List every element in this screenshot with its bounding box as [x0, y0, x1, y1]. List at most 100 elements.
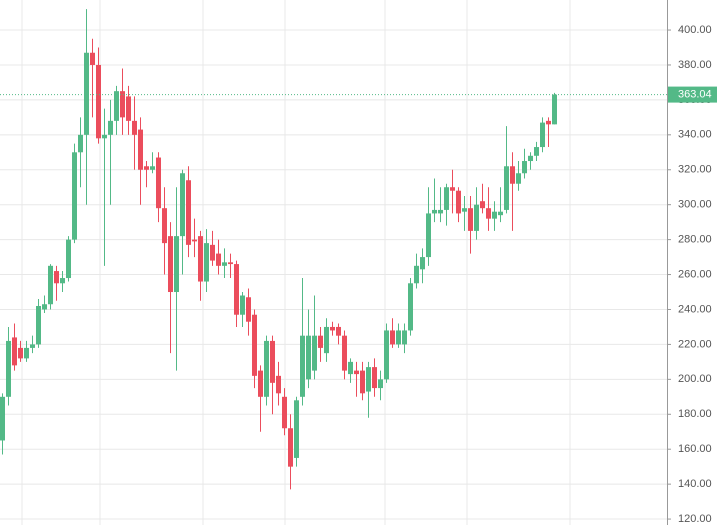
- y-tick-label: 260.00: [678, 268, 712, 280]
- candle-body: [102, 134, 107, 139]
- candle-body: [336, 326, 341, 336]
- candle-body: [324, 326, 329, 354]
- y-tick-label: 160.00: [678, 443, 712, 455]
- y-tick-label: 380.00: [678, 59, 712, 71]
- candle-body: [42, 304, 47, 310]
- y-tick-label: 200.00: [678, 373, 712, 385]
- candle-body: [198, 236, 203, 282]
- candle-body: [36, 305, 41, 345]
- candle-body: [378, 379, 383, 389]
- last-price-label: 363.04: [678, 88, 712, 100]
- candle-body: [360, 370, 365, 394]
- last-price-box: [668, 86, 717, 103]
- y-tick-label: 280.00: [678, 234, 712, 246]
- candle-body: [216, 253, 221, 266]
- candle-body: [48, 265, 53, 305]
- candle-body: [408, 283, 413, 331]
- candle-body: [540, 122, 545, 148]
- candle-body: [474, 204, 479, 231]
- candle-body: [6, 340, 11, 397]
- candle-body: [534, 147, 539, 156]
- candle-body: [54, 271, 59, 284]
- candle-body: [294, 400, 299, 458]
- candle-body: [456, 190, 461, 214]
- candle-body: [156, 157, 161, 209]
- candle-body: [12, 337, 17, 366]
- candle-body: [528, 155, 533, 162]
- candle-body: [150, 166, 155, 170]
- candle-body: [66, 239, 71, 279]
- candle-body: [96, 64, 101, 139]
- candle-body: [84, 52, 89, 135]
- y-tick-label: 320.00: [678, 164, 712, 176]
- y-tick-label: 140.00: [678, 478, 712, 490]
- candle-body: [522, 161, 527, 174]
- candle-body: [18, 347, 23, 359]
- candle-body: [144, 166, 149, 170]
- candle-body: [240, 295, 245, 315]
- candle-body: [132, 120, 137, 135]
- candle-body: [24, 347, 29, 359]
- candle-body: [234, 264, 239, 315]
- candle-body: [462, 208, 467, 212]
- candle-body: [108, 120, 113, 135]
- candle-body: [126, 96, 131, 121]
- candle-body: [90, 52, 95, 65]
- candle-body: [168, 236, 173, 293]
- candle-body: [306, 335, 311, 380]
- candle-body: [492, 211, 497, 219]
- candle-body: [444, 187, 449, 210]
- y-tick-label: 220.00: [678, 338, 712, 350]
- candle-body: [180, 173, 185, 237]
- candle-body: [222, 262, 227, 266]
- candle-body: [138, 129, 143, 170]
- candle-body: [246, 297, 251, 322]
- candle-body: [486, 208, 491, 219]
- candle-body: [396, 330, 401, 345]
- candle-body: [516, 173, 521, 184]
- y-tick-label: 400.00: [678, 24, 712, 36]
- candle-body: [120, 91, 125, 118]
- candle-body: [72, 152, 77, 240]
- candle-body: [276, 375, 281, 394]
- candle-body: [450, 187, 455, 191]
- y-tick-label: 300.00: [678, 199, 712, 211]
- candle-body: [468, 208, 473, 231]
- candle-body: [78, 134, 83, 153]
- candle-body: [366, 367, 371, 392]
- candle-body: [228, 262, 233, 265]
- candle-body: [426, 213, 431, 258]
- candle-body: [438, 209, 443, 214]
- candle-body: [414, 265, 419, 284]
- candle-body: [420, 257, 425, 270]
- candle-body: [204, 243, 209, 282]
- candle-body: [0, 396, 5, 441]
- candle-body: [252, 314, 257, 376]
- candle-body: [504, 166, 509, 210]
- candle-body: [342, 335, 347, 371]
- candle-body: [330, 326, 335, 331]
- y-tick-label: 120.00: [678, 513, 712, 525]
- candle-body: [264, 340, 269, 397]
- candle-body: [288, 428, 293, 467]
- candle-body: [348, 361, 353, 375]
- candle-body: [192, 239, 197, 242]
- candle-body: [114, 91, 119, 121]
- candle-body: [30, 344, 35, 348]
- candle-body: [372, 367, 377, 389]
- y-tick-label: 340.00: [678, 129, 712, 141]
- candle-body: [546, 120, 551, 125]
- candle-body: [282, 396, 287, 429]
- candle-body: [318, 335, 323, 348]
- candle-body: [270, 340, 275, 383]
- candle-body: [174, 236, 179, 293]
- candle-body: [300, 335, 305, 397]
- candle-body: [498, 211, 503, 216]
- candle-body: [384, 330, 389, 380]
- candle-body: [186, 180, 191, 245]
- candle-body: [60, 278, 65, 284]
- candle-body: [510, 166, 515, 184]
- candle-body: [402, 330, 407, 345]
- candle-body: [552, 94, 557, 125]
